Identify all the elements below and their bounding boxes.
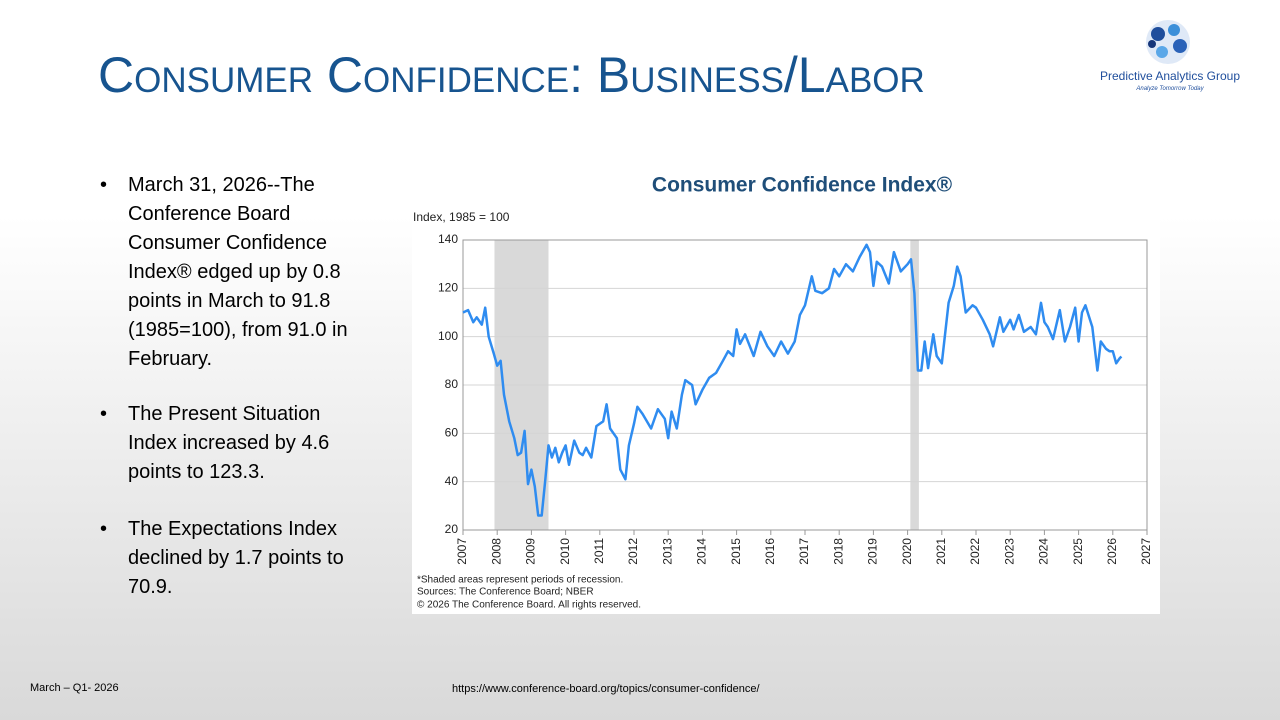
y-tick-label: 140: [438, 232, 458, 246]
x-tick-label: 2011: [592, 538, 606, 564]
x-tick-label: 2027: [1139, 538, 1153, 565]
logo-name: Predictive Analytics Group: [1100, 69, 1240, 83]
bullet: March 31, 2026--The Conference Board Con…: [100, 171, 364, 374]
chart-title: Consumer Confidence Index®: [652, 174, 953, 197]
x-tick-label: 2008: [489, 538, 503, 565]
x-tick-label: 2012: [626, 538, 640, 565]
y-tick-label: 20: [445, 522, 459, 536]
x-tick-label: 2013: [660, 538, 674, 565]
footer-date: March – Q1- 2026: [30, 682, 119, 694]
logo-dot: [1156, 46, 1168, 58]
slide-title: Consumer Confidence: Business/Labor: [98, 47, 925, 103]
x-tick-label: 2020: [900, 538, 914, 565]
logo-dot: [1148, 40, 1156, 48]
y-tick-label: 40: [445, 474, 459, 488]
y-tick-label: 80: [445, 377, 459, 391]
bullet: The Expectations Index declined by 1.7 p…: [100, 515, 364, 602]
x-tick-label: 2017: [797, 538, 811, 565]
logo-dot: [1168, 24, 1180, 36]
x-tick-label: 2019: [866, 538, 880, 565]
logo: Predictive Analytics Group Analyze Tomor…: [1100, 20, 1240, 92]
note: Sources: The Conference Board; NBER: [417, 587, 594, 598]
x-tick-label: 2007: [455, 538, 469, 565]
chart: Consumer Confidence Index® Index, 1985 =…: [412, 160, 1160, 614]
logo-dot: [1151, 27, 1165, 41]
x-tick-label: 2023: [1002, 538, 1016, 565]
x-tick-label: 2018: [831, 538, 845, 565]
logo-dot: [1173, 39, 1187, 53]
data-line: [462, 243, 1123, 517]
x-tick-label: 2010: [558, 538, 572, 565]
footer-url: https://www.conference-board.org/topics/…: [452, 683, 760, 695]
x-tick-label: 2026: [1105, 538, 1119, 565]
y-tick-label: 100: [438, 329, 458, 343]
x-tick-label: 2014: [695, 538, 709, 565]
x-tick-label: 2022: [968, 538, 982, 565]
x-tick-label: 2025: [1071, 538, 1085, 565]
y-tick-label: 60: [445, 426, 459, 440]
y-axis-label: Index, 1985 = 100: [413, 210, 510, 224]
x-tick-label: 2016: [763, 538, 777, 565]
x-tick-label: 2009: [524, 538, 538, 565]
x-tick-label: 2021: [934, 538, 948, 565]
bullet: The Present Situation Index increased by…: [100, 400, 364, 487]
x-tick-label: 2015: [729, 538, 743, 565]
logo-tagline: Analyze Tomorrow Today: [1135, 86, 1204, 92]
note: © 2026 The Conference Board. All rights …: [417, 600, 641, 611]
x-tick-label: 2024: [1037, 538, 1051, 565]
note: *Shaded areas represent periods of reces…: [417, 575, 623, 586]
y-tick-label: 120: [438, 281, 458, 295]
